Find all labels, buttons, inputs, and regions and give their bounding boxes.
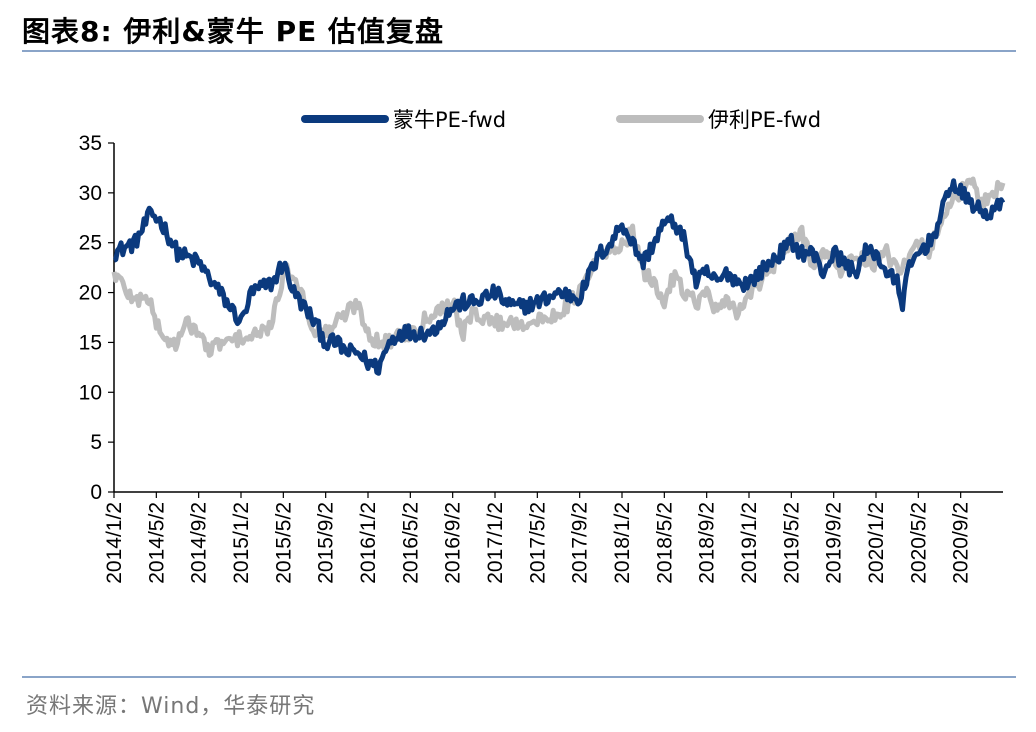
x-tick-label: 2019/1/2	[738, 502, 761, 584]
y-tick-label: 35	[79, 132, 102, 155]
x-tick-label: 2020/5/2	[907, 502, 930, 584]
y-tick-label: 5	[90, 431, 102, 454]
x-tick-label: 2014/9/2	[188, 502, 211, 584]
figure-title: 图表8: 伊利&蒙牛 PE 估值复盘	[22, 15, 444, 48]
x-tick-label: 2016/5/2	[399, 502, 422, 584]
x-tick-label: 2014/5/2	[145, 502, 168, 584]
x-tick-label: 2015/9/2	[315, 502, 338, 584]
x-tick-label: 2019/9/2	[823, 502, 846, 584]
y-tick-label: 15	[79, 331, 102, 354]
x-tick-label: 2017/1/2	[484, 502, 507, 584]
y-tick-label: 25	[79, 232, 102, 255]
series-line-mengniu	[113, 178, 1006, 376]
x-tick-label: 2017/9/2	[569, 502, 592, 584]
x-tick-label: 2016/9/2	[442, 502, 465, 584]
y-tick-label: 0	[90, 481, 102, 504]
x-tick-label: 2017/5/2	[526, 502, 549, 584]
y-tick-label: 10	[79, 381, 102, 404]
pe-chart: 0 5 10 15 20 25 30 35 2014/1/2 2014/5/2 2014/9/2 20…	[79, 108, 1006, 584]
x-tick-label: 2019/5/2	[780, 502, 803, 584]
legend-label-mengniu: 蒙牛PE-fwd	[393, 108, 506, 132]
x-tick-label: 2015/1/2	[230, 502, 253, 584]
x-tick-label: 2020/1/2	[865, 502, 888, 584]
x-tick-label: 2018/1/2	[611, 502, 634, 584]
x-tick-label: 2015/5/2	[272, 502, 295, 584]
axes: 0 5 10 15 20 25 30 35 2014/1/2 2014/5/2 2014/9/2 20…	[79, 132, 1003, 584]
bottom-rule	[22, 676, 1016, 678]
x-tick-label: 2020/9/2	[950, 502, 973, 584]
y-tick-label: 30	[79, 182, 102, 205]
top-rule	[22, 50, 1016, 52]
x-tick-label: 2014/1/2	[103, 502, 126, 584]
source-note: 资料来源：Wind，华泰研究	[26, 694, 316, 719]
x-tick-label: 2016/1/2	[357, 502, 380, 584]
x-tick-label: 2018/9/2	[696, 502, 719, 584]
legend-label-yili: 伊利PE-fwd	[708, 108, 821, 132]
y-tick-label: 20	[79, 282, 102, 305]
series-layer	[111, 176, 1006, 376]
legend: 蒙牛PE-fwd 伊利PE-fwd	[301, 108, 821, 132]
x-tick-label: 2018/5/2	[653, 502, 676, 584]
series-line-yili	[111, 176, 1006, 358]
